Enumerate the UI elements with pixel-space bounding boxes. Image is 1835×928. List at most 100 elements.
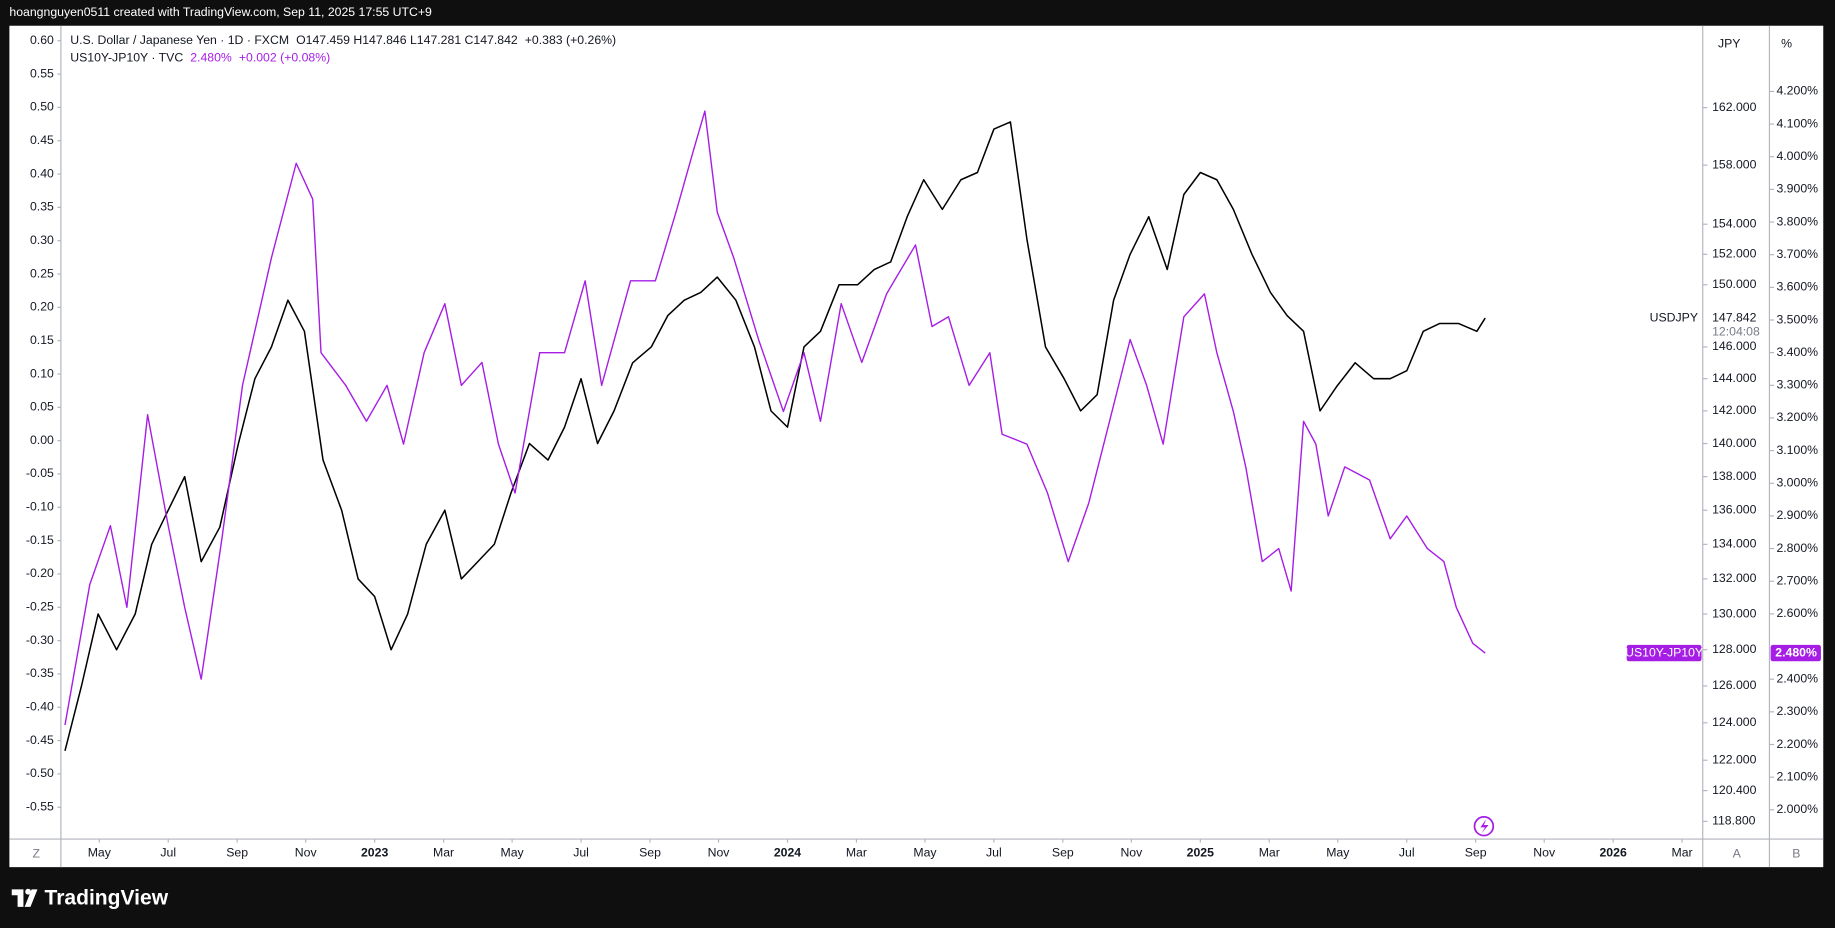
y2-tick-label: 2.800% (1776, 541, 1818, 555)
y-axis-unit: JPY (1718, 37, 1741, 51)
y2-tick-label: 4.200% (1776, 84, 1818, 98)
left-tick-label: 0.50 (30, 100, 54, 114)
left-tick-label: 0.55 (30, 66, 54, 80)
x-tick-label: Nov (708, 845, 731, 859)
x-tick-label: Jul (160, 845, 176, 859)
left-tick-label: -0.20 (26, 566, 54, 580)
y-tick-label: 128.000 (1712, 642, 1757, 656)
y-tick-label: 144.000 (1712, 371, 1757, 385)
x-tick-label: Mar (433, 845, 454, 859)
y-tick-label: 124.000 (1712, 715, 1757, 729)
series-name-tag-bg (1626, 644, 1702, 662)
y-tick-label: 138.000 (1712, 469, 1757, 483)
x-tick-label: Nov (1120, 845, 1143, 859)
legend-change: +0.002 (+0.08%) (239, 51, 330, 65)
y2-tick-label: 4.000% (1776, 149, 1818, 163)
x-tick-label: May (913, 845, 937, 859)
logo-text: TradingView (45, 886, 169, 909)
left-tick-label: 0.20 (30, 300, 54, 314)
left-tick-label: -0.05 (26, 466, 54, 480)
legend-value: 2.480% (190, 51, 232, 65)
y-tick-label: 122.000 (1712, 752, 1757, 766)
price-tag: 2.480% (1775, 645, 1817, 659)
y2-tick-label: 3.900% (1776, 182, 1818, 196)
legend-change: +0.383 (+0.26%) (525, 33, 616, 47)
left-tick-label: -0.55 (26, 799, 54, 813)
x-tick-label: Jul (1399, 845, 1415, 859)
x-tick-label: Sep (1052, 845, 1074, 859)
left-tick-label: 0.45 (30, 133, 54, 147)
series-line (64, 110, 1486, 726)
price-tag-bg (1770, 644, 1821, 662)
y2-tick-label: 3.000% (1776, 476, 1818, 490)
y-tick-label: 150.000 (1712, 277, 1757, 291)
x-tick-label: Sep (1465, 845, 1487, 859)
x-tick-label: 2024 (774, 845, 801, 859)
y2-tick-label: 2.400% (1776, 671, 1818, 685)
plot-area: 0.60 0.55 0.50 0.45 0.40 0.35 0.30 0.25 0.20 0.15… (26, 33, 1821, 861)
left-tick-label: -0.10 (26, 500, 54, 514)
y-tick-label: 126.000 (1712, 678, 1757, 692)
y2-tick-label: 2.100% (1776, 769, 1818, 783)
y2-tick-label: 4.100% (1776, 116, 1818, 130)
left-tick-label: 0.00 (30, 433, 54, 447)
y2-tick-label: 3.100% (1776, 443, 1818, 457)
y2-axis-unit: % (1781, 37, 1792, 51)
header: hoangnguyen0511 created with TradingView… (9, 5, 432, 19)
x-tick-label: 2026 (1599, 845, 1626, 859)
left-tick-label: 0.30 (30, 233, 54, 247)
y-tick-label: 130.000 (1712, 606, 1757, 620)
left-tick-label: 0.60 (30, 33, 54, 47)
x-tick-label: May (1326, 845, 1350, 859)
x-tick-label: Mar (846, 845, 867, 859)
left-tick-label: -0.50 (26, 766, 54, 780)
x-tick-label: Nov (295, 845, 318, 859)
y-tick-label: 132.000 (1712, 571, 1757, 585)
x-tick-label: Mar (1672, 845, 1693, 859)
y2-tick-label: 2.300% (1776, 704, 1818, 718)
left-tick-label: -0.35 (26, 666, 54, 680)
logo: TradingView (11, 886, 169, 909)
y-tick-label: 118.800 (1712, 814, 1756, 828)
corner-button[interactable]: A (1733, 847, 1742, 861)
left-tick-label: 0.15 (30, 333, 54, 347)
corner-button[interactable]: Z (33, 847, 41, 861)
x-tick-label: Sep (639, 845, 661, 859)
replay-icon[interactable] (1473, 815, 1495, 837)
corner-button[interactable]: B (1792, 847, 1800, 861)
x-tick-label: May (501, 845, 525, 859)
left-tick-label: -0.15 (26, 533, 54, 547)
y-tick-label: 120.400 (1712, 783, 1757, 797)
x-tick-label: Sep (226, 845, 248, 859)
y2-tick-label: 2.900% (1776, 508, 1818, 522)
y-tick-label: 152.000 (1712, 247, 1757, 261)
y-tick-label: 154.000 (1712, 216, 1757, 230)
legend-title: US10Y-JP10Y · TVC (70, 51, 183, 65)
y2-tick-label: 3.300% (1776, 378, 1818, 392)
y2-tick-label: 2.200% (1776, 737, 1818, 751)
left-tick-label: -0.30 (26, 633, 54, 647)
x-tick-label: Jul (986, 845, 1002, 859)
y2-tick-label: 3.800% (1776, 214, 1818, 228)
y2-tick-label: 3.700% (1776, 247, 1818, 261)
price-tag: 147.842 (1712, 310, 1757, 324)
y2-tick-label: 2.600% (1776, 606, 1818, 620)
chart-panel (9, 25, 1824, 868)
x-tick-label: Mar (1259, 845, 1280, 859)
y2-tick-label: 3.200% (1776, 410, 1818, 424)
x-tick-label: Jul (573, 845, 589, 859)
y2-tick-label: 3.600% (1776, 280, 1818, 294)
legend-ohlc: O147.459 H147.846 L147.281 C147.842 (296, 33, 518, 47)
x-tick-label: Nov (1533, 845, 1556, 859)
x-tick-label: 2025 (1187, 845, 1214, 859)
legend-title: U.S. Dollar / Japanese Yen · 1D · FXCM (70, 33, 289, 47)
y2-tick-label: 2.000% (1776, 802, 1818, 816)
y-tick-label: 134.000 (1712, 537, 1757, 551)
series-name-tag: USDJPY (1650, 310, 1698, 324)
y-tick-label: 142.000 (1712, 403, 1757, 417)
countdown: 12:04:08 (1712, 324, 1760, 338)
legend-compare: US10Y-JP10Y · TVC 2.480% +0.002 (+0.08%) (70, 51, 330, 65)
y2-tick-label: 3.400% (1776, 345, 1818, 359)
